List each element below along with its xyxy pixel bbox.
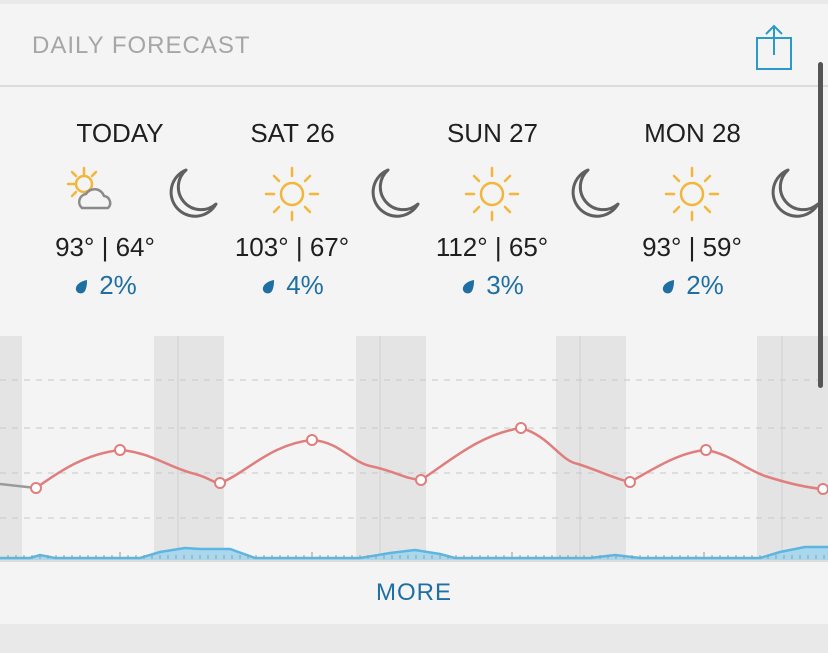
- day-temps: 112° | 65°: [435, 232, 549, 262]
- day-precip: 3%: [407, 270, 577, 301]
- moon-icon: [571, 168, 620, 218]
- share-icon[interactable]: [754, 22, 794, 72]
- raindrop-icon: [76, 280, 88, 294]
- day-label: TODAY: [76, 118, 164, 148]
- time-ticks: [7, 552, 825, 559]
- day-temps: 93° | 64°: [55, 232, 155, 262]
- day-precip-value: 2%: [99, 270, 137, 300]
- forecast-graph: [0, 336, 828, 560]
- raindrop-icon: [663, 280, 675, 294]
- moon-icon: [169, 168, 218, 218]
- grid-lines: [0, 379, 828, 519]
- sun-icon: [464, 166, 520, 222]
- more-bar: MORE: [0, 560, 828, 624]
- raindrop-icon: [263, 280, 275, 294]
- day-precip: 2%: [607, 270, 777, 301]
- sun-icon: [664, 166, 720, 222]
- forecast-title: DAILY FORECAST: [32, 32, 251, 59]
- partly-sunny-icon: [66, 166, 112, 210]
- day-forecast-row: TODAY 93° | 64° 2% SAT: [0, 88, 828, 338]
- day-sat-26[interactable]: SAT 26 103° | 67° 4%: [220, 88, 420, 338]
- day-label: SAT 26: [250, 118, 335, 148]
- day-today[interactable]: TODAY 93° | 64° 2%: [20, 88, 220, 338]
- forecast-header: DAILY FORECAST: [0, 4, 828, 87]
- moon-icon: [371, 168, 420, 218]
- day-sun-27[interactable]: SUN 27 112° | 65° 3%: [420, 88, 620, 338]
- day-precip-value: 4%: [286, 270, 324, 300]
- raindrop-icon: [463, 280, 475, 294]
- daily-forecast-card: DAILY FORECAST TODAY: [0, 4, 828, 624]
- history-line: [0, 482, 37, 490]
- day-temps: 103° | 67°: [234, 232, 350, 262]
- sun-icon: [264, 166, 320, 222]
- midnight-lines: [177, 336, 783, 560]
- temperature-markers: [30, 422, 828, 495]
- day-label: MON 28: [644, 118, 741, 148]
- precip-line: [0, 545, 828, 560]
- more-button[interactable]: MORE: [0, 562, 828, 624]
- day-precip-value: 2%: [686, 270, 724, 300]
- day-precip-value: 3%: [486, 270, 524, 300]
- day-temps: 93° | 59°: [642, 232, 742, 262]
- day-precip: 4%: [207, 270, 377, 301]
- day-precip: 2%: [20, 270, 190, 301]
- night-shading: [0, 336, 828, 560]
- scrollbar[interactable]: [818, 62, 823, 388]
- day-label: SUN 27: [446, 118, 539, 148]
- moon-icon: [771, 168, 820, 218]
- day-mon-28[interactable]: MON 28 93° | 59° 2%: [620, 88, 828, 338]
